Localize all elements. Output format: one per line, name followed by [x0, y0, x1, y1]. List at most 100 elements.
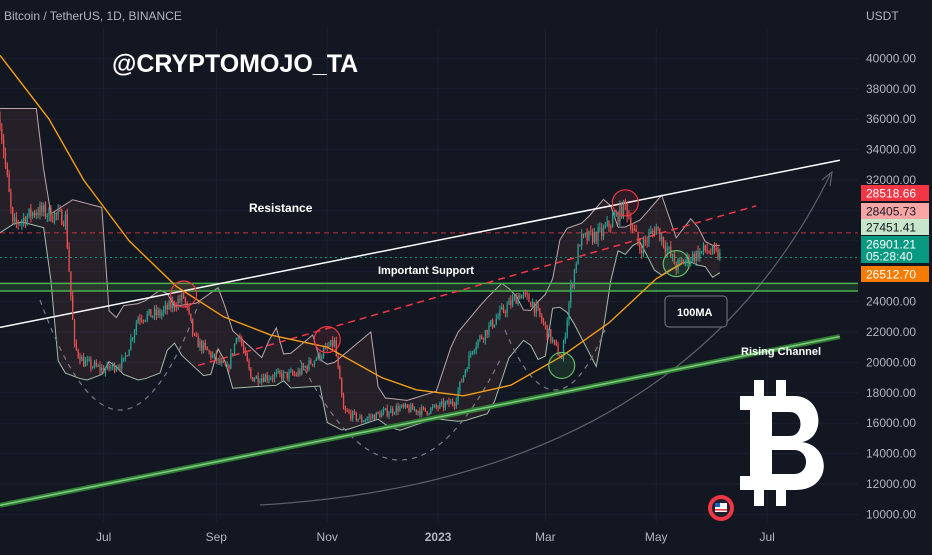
candle-body	[364, 420, 367, 422]
candle-body	[112, 363, 114, 368]
cup-arcs	[39, 170, 833, 506]
candle-body	[588, 230, 590, 241]
candle-body	[386, 408, 388, 416]
candle-body	[390, 408, 392, 414]
candle-body	[568, 303, 570, 321]
candle-body	[170, 301, 172, 309]
key-point-circle	[313, 326, 341, 354]
candle-body	[275, 372, 277, 375]
candle-body	[604, 225, 606, 228]
candle-body	[392, 408, 394, 414]
candle-body	[381, 412, 383, 418]
candle-body	[553, 339, 556, 342]
ma-label: 100MA	[677, 307, 713, 319]
candle-body	[335, 340, 337, 356]
candle-body	[117, 367, 119, 369]
candle-body	[468, 354, 470, 369]
candle-body	[255, 375, 257, 379]
candle-body	[344, 409, 347, 411]
candle-body	[357, 418, 359, 421]
candle-body	[352, 411, 354, 419]
candle-body	[42, 205, 45, 212]
candle-body	[115, 368, 117, 371]
candle-body	[717, 249, 719, 259]
key-point-circle	[548, 351, 576, 380]
price-label-text: 26901.21	[866, 238, 916, 252]
candle-body	[108, 363, 110, 369]
candle-body	[637, 231, 639, 243]
candle-body	[224, 362, 227, 367]
candle-body	[48, 207, 50, 216]
candle-body	[428, 413, 430, 415]
candle-body	[471, 351, 474, 354]
projection-arc	[259, 174, 831, 506]
candle-body	[46, 215, 48, 217]
candle-body	[624, 200, 626, 204]
candle-body	[10, 191, 12, 208]
candle-body	[173, 301, 176, 308]
candle-body	[122, 357, 125, 359]
candle-body	[133, 331, 136, 339]
candle-body	[504, 311, 506, 313]
x-tick-label: Jul	[96, 530, 111, 544]
candle-body	[566, 320, 568, 337]
time-axis[interactable]: Jul Sep Nov 2023 Mar May Jul	[96, 530, 775, 544]
candle-body	[137, 318, 139, 324]
candle-body	[524, 293, 526, 295]
candle-body	[66, 214, 68, 248]
candle-body	[64, 214, 67, 226]
candle-body	[508, 300, 510, 305]
candle-body	[197, 336, 199, 348]
candle-body	[52, 220, 54, 222]
candle-body	[671, 254, 674, 256]
x-tick-label: May	[645, 530, 668, 544]
candle-body	[95, 362, 97, 366]
candle-body	[57, 210, 59, 215]
candle-body	[501, 306, 503, 310]
candle-body	[210, 351, 212, 358]
candle-body	[719, 252, 721, 259]
candle-body	[190, 313, 192, 321]
candle-body	[264, 375, 267, 382]
candle-body	[93, 362, 96, 367]
candle-body	[72, 295, 74, 320]
candle-body	[192, 320, 194, 334]
flag-badge-icon[interactable]	[708, 495, 734, 521]
candle-body	[15, 217, 17, 223]
cup-arc-left	[39, 299, 201, 411]
candle-body	[35, 213, 37, 216]
candle-body	[33, 212, 36, 216]
rising-channel-trendline	[0, 335, 840, 507]
candle-body	[384, 408, 387, 410]
candle-body	[248, 361, 250, 369]
candle-body	[99, 365, 101, 371]
candle-body	[253, 378, 256, 382]
candle-body	[141, 319, 143, 321]
price-axis[interactable]: 40000.00 38000.00 36000.00 34000.00 32000.00…	[866, 51, 916, 521]
projection-arrow-icon	[821, 170, 833, 187]
candle-body	[150, 309, 152, 318]
candle-body	[219, 358, 221, 364]
x-tick-label: 2023	[425, 530, 452, 544]
candle-body	[664, 245, 666, 252]
candle-body	[510, 300, 512, 306]
candle-body	[610, 226, 612, 228]
candle-body	[292, 371, 294, 375]
candle-body	[691, 254, 694, 261]
candle-body	[521, 294, 523, 299]
candle-body	[184, 297, 187, 304]
candle-body	[710, 253, 712, 255]
candle-body	[26, 216, 28, 225]
candle-body	[101, 367, 103, 371]
price-label-text: 28405.73	[866, 205, 916, 219]
candle-body	[550, 329, 552, 342]
candle-body	[153, 309, 156, 316]
candle-body	[237, 337, 239, 339]
candle-body	[570, 285, 572, 304]
candle-body	[55, 213, 57, 215]
candle-body	[681, 260, 683, 262]
rising-channel-label: Rising Channel	[741, 346, 821, 358]
candle-body	[92, 366, 94, 368]
candle-body	[693, 254, 696, 262]
